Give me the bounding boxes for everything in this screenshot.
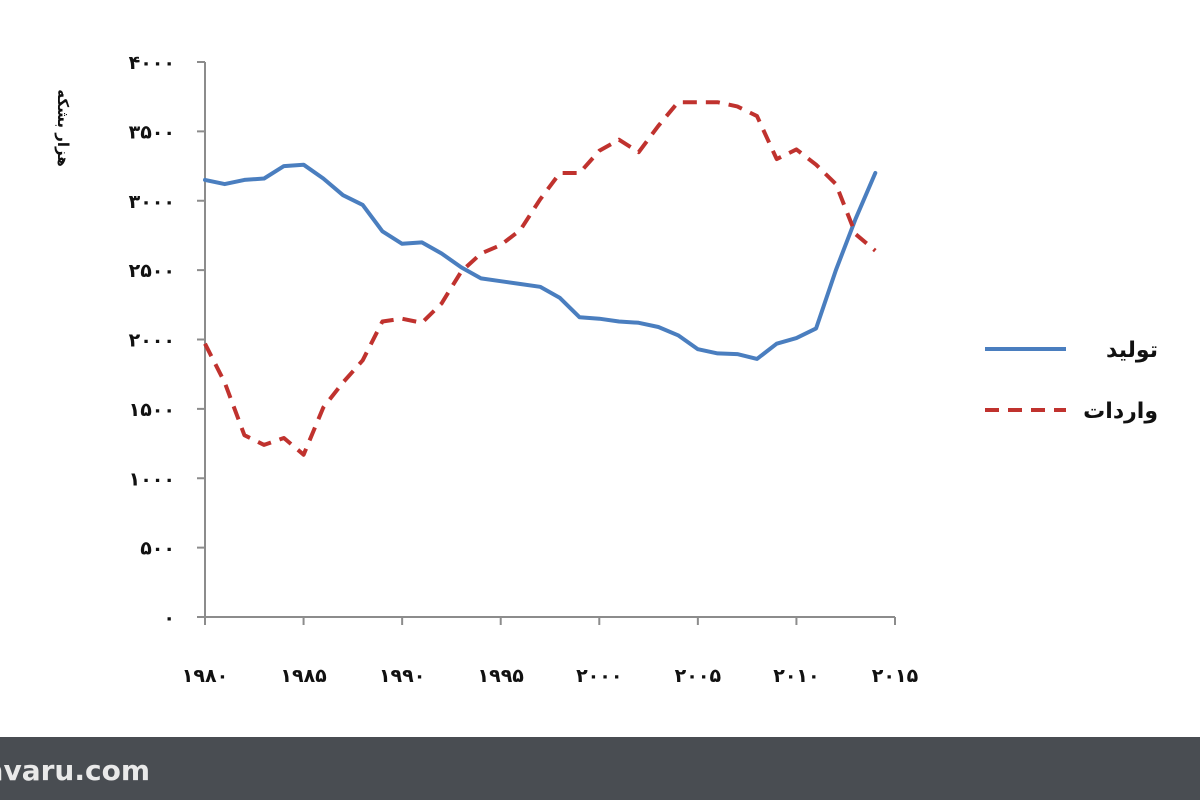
legend-label-1: تولید [1106, 338, 1158, 363]
y-axis-label: هزار بشکه [54, 89, 72, 166]
y-axis: ۰ ۵۰۰ ۱۰۰۰ ۱۵۰۰ ۲۰۰۰ ۲۵۰۰ ۳۰۰۰ ۳۵۰۰ ۴۰۰۰ [129, 52, 206, 629]
site-watermark: ravaru.com [0, 754, 150, 787]
x-tick-label: ۱۹۹۰ [379, 665, 425, 687]
y-tick-label: ۲۵۰۰ [129, 260, 175, 282]
series-lines [203, 100, 878, 457]
x-tick-label: ۲۰۱۵ [872, 665, 919, 687]
x-tick-label: ۲۰۰۰ [576, 665, 622, 687]
x-tick-label: ۱۹۸۰ [182, 665, 228, 687]
legend-label-2: واردات [1083, 399, 1158, 424]
y-tick-label: ۲۰۰۰ [129, 330, 175, 352]
y-tick-label: ۳۵۰۰ [129, 121, 175, 143]
x-tick-label: ۱۹۹۵ [478, 665, 525, 687]
y-tick-label: ۵۰۰ [140, 538, 175, 560]
y-tick-label: ۱۰۰۰ [129, 468, 175, 490]
x-tick-label: ۲۰۰۵ [675, 665, 722, 687]
series-line-2 [203, 100, 877, 457]
y-tick-label: ۰ [163, 607, 175, 629]
x-tick-label: ۱۹۸۵ [280, 665, 327, 687]
x-axis: ۱۹۸۰ ۱۹۸۵ ۱۹۹۰ ۱۹۹۵ ۲۰۰۰ ۲۰۰۵ ۲۰۱۰ ۲۰۱۵ [182, 616, 919, 687]
legend: تولید واردات [985, 338, 1158, 424]
y-tick-label: ۳۰۰۰ [129, 191, 175, 213]
x-tick-label: ۲۰۱۰ [773, 665, 819, 687]
y-tick-label: ۱۵۰۰ [129, 399, 175, 421]
series-line-1 [203, 162, 878, 361]
footer-bar [0, 737, 1200, 800]
y-tick-label: ۴۰۰۰ [129, 52, 175, 74]
